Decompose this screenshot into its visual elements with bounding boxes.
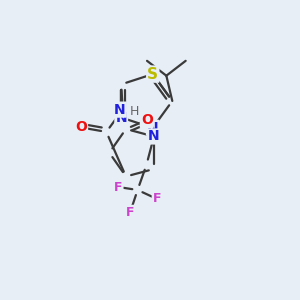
Text: N: N [116, 111, 127, 124]
Text: O: O [75, 121, 87, 134]
Text: N: N [147, 121, 159, 135]
Text: F: F [114, 181, 122, 194]
Text: N: N [114, 103, 126, 117]
Text: F: F [153, 192, 161, 206]
Text: O: O [141, 113, 153, 127]
Text: S: S [147, 67, 158, 82]
Text: F: F [126, 206, 134, 219]
Text: H: H [130, 105, 140, 118]
Text: N: N [148, 130, 160, 143]
